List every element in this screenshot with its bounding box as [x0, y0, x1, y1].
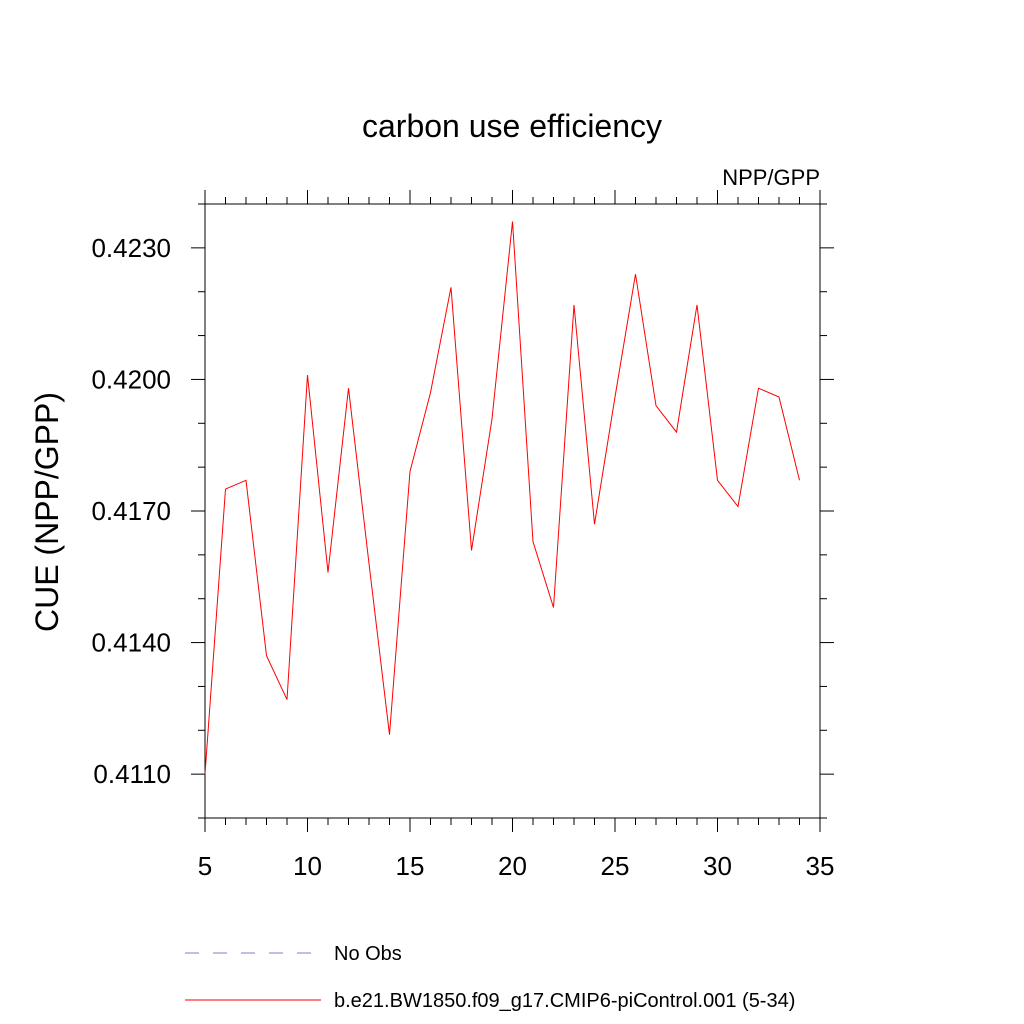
series-group [204, 221, 800, 775]
x-tick-label: 25 [601, 851, 630, 881]
x-tick-label: 10 [293, 851, 322, 881]
y-tick-label: 0.4140 [91, 628, 171, 658]
x-tick-label: 30 [703, 851, 732, 881]
y-tick-label: 0.4200 [91, 364, 171, 394]
chart-subtitle: NPP/GPP [722, 165, 820, 190]
y-tick-label: 0.4170 [91, 496, 171, 526]
axis-ticks: 5 10 15 20 25 30 35 0.4110 0.4140 0.4170 0.4200 0.4… [91, 190, 834, 881]
y-tick-label: 0.4110 [93, 759, 171, 789]
x-tick-label: 15 [396, 851, 425, 881]
chart-title: carbon use efficiency [362, 108, 662, 144]
y-axis-label: CUE (NPP/GPP) [29, 392, 65, 632]
x-tick-label: 35 [806, 851, 835, 881]
legend-label: b.e21.BW1850.f09_g17.CMIP6-piControl.001… [334, 990, 795, 1012]
plot-frame [204, 203, 821, 819]
series-line [204, 221, 800, 775]
y-tick-label: 0.4230 [91, 233, 171, 263]
legend-label: No Obs [334, 943, 402, 965]
legend: No Obs b.e21.BW1850.f09_g17.CMIP6-piContr… [185, 943, 795, 1012]
x-tick-label: 20 [498, 851, 527, 881]
x-tick-label: 5 [198, 851, 212, 881]
